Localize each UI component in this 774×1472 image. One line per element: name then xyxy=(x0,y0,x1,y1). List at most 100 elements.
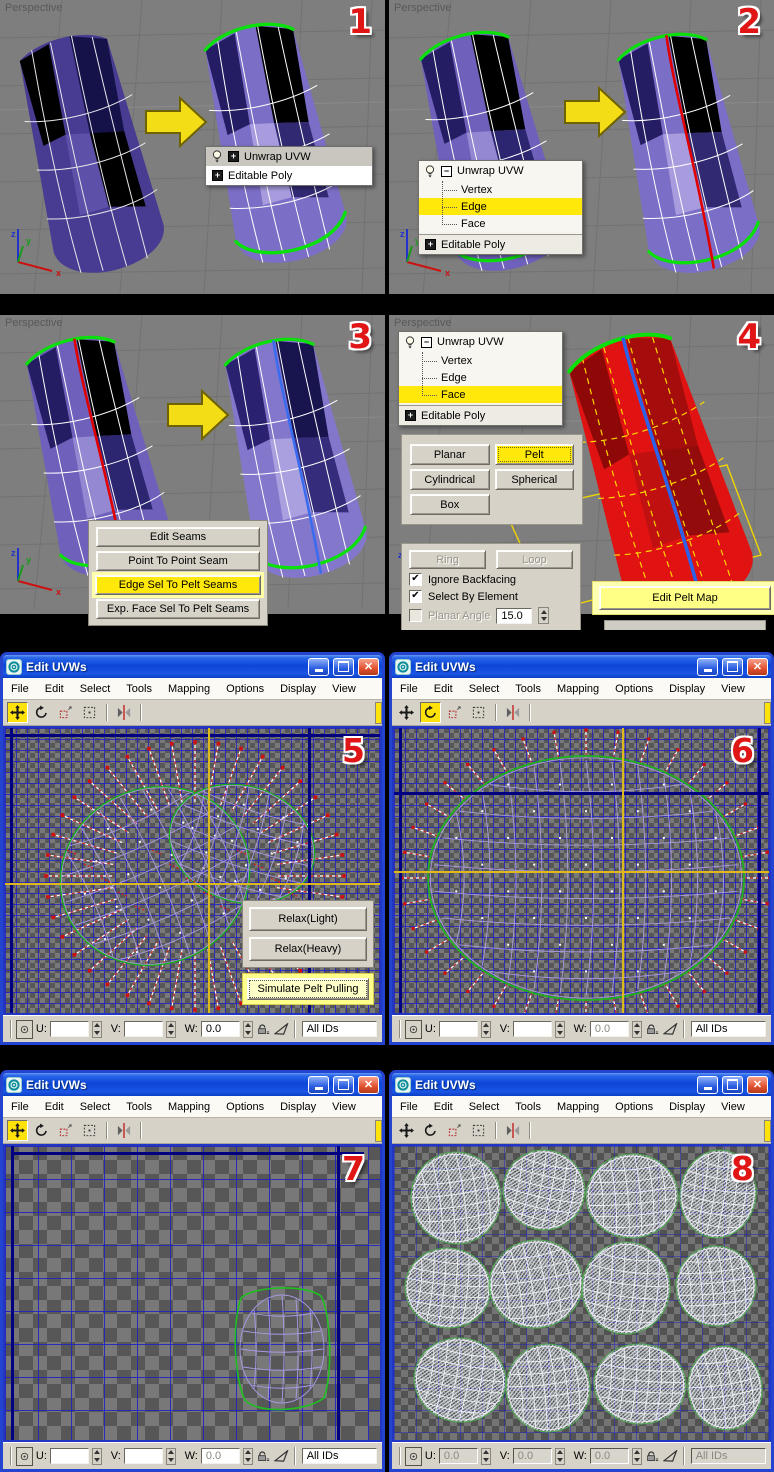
rotate-tool-icon[interactable] xyxy=(31,702,52,723)
w-input[interactable]: 0.0 xyxy=(589,1448,630,1464)
minimize-button[interactable] xyxy=(697,1075,718,1094)
menu-item-options[interactable]: Options xyxy=(226,1100,265,1113)
mirror-tool-icon[interactable] xyxy=(113,702,134,723)
minimize-button[interactable] xyxy=(308,1075,329,1094)
maximize-button[interactable] xyxy=(333,1075,354,1094)
clipped-tool-button[interactable] xyxy=(764,1120,771,1142)
rotate-tool-icon[interactable] xyxy=(420,1120,441,1141)
modifier-unwrap-uvw[interactable]: − Unwrap UVW xyxy=(419,161,582,181)
edit-pelt-map-button[interactable]: Edit Pelt Map xyxy=(599,586,771,610)
flip-triangle-icon[interactable] xyxy=(662,1021,678,1038)
menu-item-edit[interactable]: Edit xyxy=(44,682,64,695)
uv-canvas[interactable]: 8 xyxy=(392,1144,771,1442)
v-input[interactable] xyxy=(123,1021,164,1037)
subobject-face[interactable]: Face xyxy=(399,386,562,403)
move-tool-icon[interactable] xyxy=(396,702,417,723)
menu-item-display[interactable]: Display xyxy=(280,682,317,695)
rotate-tool-icon[interactable] xyxy=(31,1120,52,1141)
w-spinner[interactable] xyxy=(243,1447,253,1465)
planar-angle-checkbox[interactable] xyxy=(409,609,422,622)
menu-item-select[interactable]: Select xyxy=(79,1100,111,1113)
menu-item-options[interactable]: Options xyxy=(615,1100,654,1113)
select-by-element-checkbox[interactable]: ✔ xyxy=(409,590,422,603)
menu-item-file[interactable]: File xyxy=(400,1100,418,1113)
rotate-tool-icon[interactable] xyxy=(420,702,441,723)
menu-item-options[interactable]: Options xyxy=(615,682,654,695)
title-bar[interactable]: Edit UVWs ✕ xyxy=(3,1073,382,1096)
planar-angle-input[interactable]: 15.0 xyxy=(496,607,533,624)
lock-icon[interactable] xyxy=(256,1021,271,1038)
subobject-edge[interactable]: Edge xyxy=(419,198,582,215)
uv-canvas[interactable]: Relax(Light) Relax(Heavy) Simulate Pelt … xyxy=(3,726,382,1015)
close-button[interactable]: ✕ xyxy=(747,657,768,676)
maximize-button[interactable] xyxy=(722,657,743,676)
v-spinner[interactable] xyxy=(555,1447,565,1465)
quad-menu-item-unwrap-uvw[interactable]: + Unwrap UVW xyxy=(206,147,372,166)
u-input[interactable] xyxy=(49,1021,90,1037)
quad-menu-item-editable-poly[interactable]: + Editable Poly xyxy=(206,166,372,185)
viewport-1[interactable]: Perspective + Unwrap UVW + Editable Poly xyxy=(0,0,385,310)
ring-button[interactable]: Ring xyxy=(409,550,486,569)
menu-item-edit[interactable]: Edit xyxy=(44,1100,64,1113)
move-tool-icon[interactable] xyxy=(7,702,28,723)
freeform-tool-icon[interactable] xyxy=(468,702,489,723)
w-input[interactable]: 0.0 xyxy=(589,1021,630,1037)
move-tool-icon[interactable] xyxy=(7,1120,28,1141)
absolute-offset-icon[interactable] xyxy=(404,1019,422,1039)
menu-item-mapping[interactable]: Mapping xyxy=(167,1100,211,1113)
expand-icon[interactable]: + xyxy=(212,170,223,181)
flip-triangle-icon[interactable] xyxy=(273,1021,289,1038)
flip-triangle-icon[interactable] xyxy=(273,1448,289,1465)
menu-item-mapping[interactable]: Mapping xyxy=(167,682,211,695)
title-bar[interactable]: Edit UVWs ✕ xyxy=(392,1073,771,1096)
mirror-tool-icon[interactable] xyxy=(113,1120,134,1141)
box-button[interactable]: Box xyxy=(410,494,490,515)
all-ids-select[interactable]: All IDs xyxy=(690,1021,767,1037)
exp-face-sel-to-pelt-seams-button[interactable]: Exp. Face Sel To Pelt Seams xyxy=(96,599,260,619)
all-ids-select[interactable]: All IDs xyxy=(301,1448,378,1464)
maximize-button[interactable] xyxy=(333,657,354,676)
menu-item-view[interactable]: View xyxy=(332,1100,356,1113)
modifier-editable-poly[interactable]: + Editable Poly xyxy=(399,405,562,425)
lock-icon[interactable] xyxy=(645,1021,660,1038)
simulate-pelt-pulling-button[interactable]: Simulate Pelt Pulling xyxy=(247,978,369,1000)
edge-sel-to-pelt-seams-button[interactable]: Edge Sel To Pelt Seams xyxy=(95,575,261,595)
clipped-tool-button[interactable] xyxy=(375,702,382,724)
minimize-button[interactable] xyxy=(697,657,718,676)
loop-button[interactable]: Loop xyxy=(496,550,573,569)
cylindrical-button[interactable]: Cylindrical xyxy=(410,469,490,490)
menu-item-select[interactable]: Select xyxy=(79,682,111,695)
menu-item-display[interactable]: Display xyxy=(280,1100,317,1113)
viewport-4[interactable]: Perspective − Unwrap UVW Vertex Edge Fac… xyxy=(389,315,774,630)
v-input[interactable] xyxy=(512,1021,553,1037)
menu-item-tools[interactable]: Tools xyxy=(126,1100,152,1113)
menu-item-tools[interactable]: Tools xyxy=(126,682,152,695)
clipped-tool-button[interactable] xyxy=(375,1120,382,1142)
menu-item-select[interactable]: Select xyxy=(468,682,500,695)
v-spinner[interactable] xyxy=(166,1447,176,1465)
mirror-tool-icon[interactable] xyxy=(502,1120,523,1141)
planar-button[interactable]: Planar xyxy=(410,444,490,465)
ignore-backfacing-checkbox[interactable]: ✔ xyxy=(409,573,422,586)
title-bar[interactable]: Edit UVWs ✕ xyxy=(392,655,771,678)
subobject-face[interactable]: Face xyxy=(419,215,582,232)
freeform-tool-icon[interactable] xyxy=(468,1120,489,1141)
menu-item-options[interactable]: Options xyxy=(226,682,265,695)
menu-item-view[interactable]: View xyxy=(721,682,745,695)
mirror-tool-icon[interactable] xyxy=(502,702,523,723)
viewport-2[interactable]: Perspective − Unwrap UVW Vertex Edge xyxy=(389,0,774,310)
w-spinner[interactable] xyxy=(632,1020,642,1038)
u-input[interactable] xyxy=(49,1448,90,1464)
spherical-button[interactable]: Spherical xyxy=(494,469,574,490)
scale-tool-icon[interactable] xyxy=(55,1120,76,1141)
move-tool-icon[interactable] xyxy=(396,1120,417,1141)
close-button[interactable]: ✕ xyxy=(747,1075,768,1094)
v-spinner[interactable] xyxy=(555,1020,565,1038)
expand-icon[interactable]: + xyxy=(425,239,436,250)
u-spinner[interactable] xyxy=(92,1447,102,1465)
absolute-offset-icon[interactable] xyxy=(404,1446,422,1466)
absolute-offset-icon[interactable] xyxy=(15,1019,33,1039)
all-ids-select[interactable]: All IDs xyxy=(690,1448,767,1464)
scale-tool-icon[interactable] xyxy=(444,1120,465,1141)
lock-icon[interactable] xyxy=(645,1448,660,1465)
